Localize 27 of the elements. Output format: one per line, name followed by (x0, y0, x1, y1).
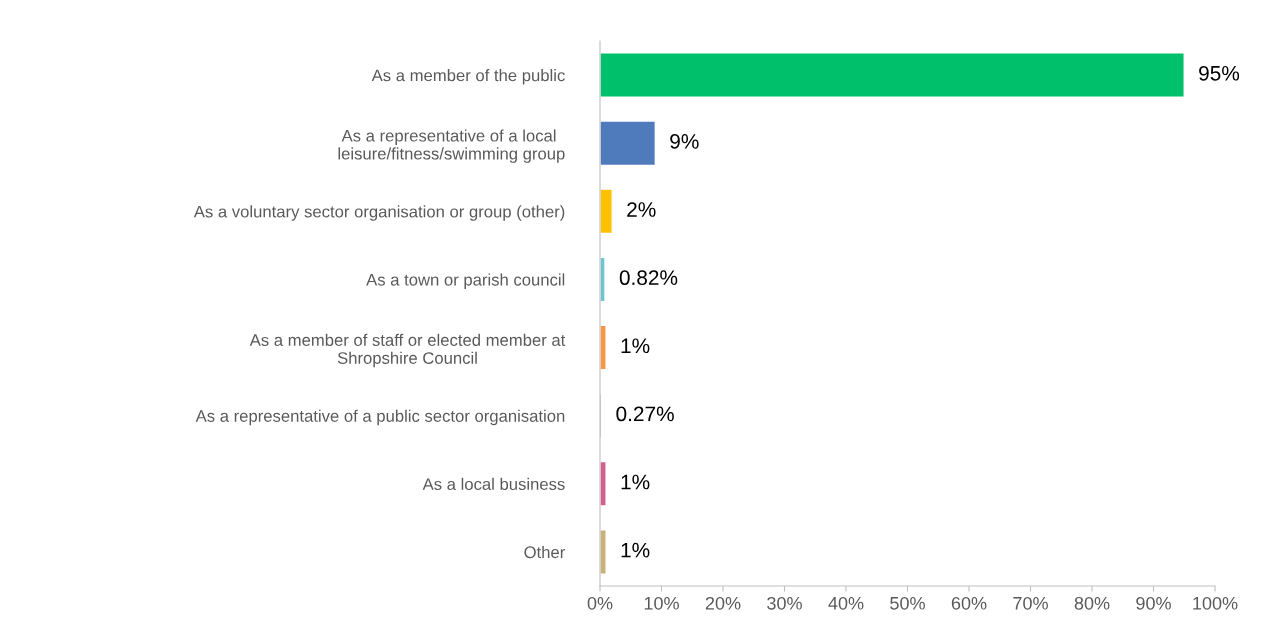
x-tick-label: 100% (1193, 596, 1238, 610)
x-tick-label: 10% (644, 596, 679, 610)
x-tick-label: 50% (890, 596, 925, 610)
data-label: 95% (1199, 65, 1240, 81)
y-tick-label: As a town or parish council (366, 273, 565, 289)
data-label: 9% (670, 134, 699, 149)
x-tick-label: 60% (951, 596, 987, 610)
x-tick-label: 40% (828, 596, 864, 610)
x-tick-label: 70% (1013, 596, 1048, 610)
data-label: 0.82% (619, 270, 678, 286)
y-tick-label: As a member of the public (371, 69, 565, 85)
data-label: 1% (621, 542, 650, 558)
data-label: 0.27% (616, 406, 674, 422)
y-tick-label: As a representative of a public sector organisation (195, 409, 565, 426)
y-tick-label: As a voluntary sector organisation or group (other) (193, 205, 565, 221)
x-tick-label: 20% (705, 596, 741, 610)
y-tick-label: As a member of staff or elected member at Shropshire Council (249, 333, 566, 368)
y-tick-label: As a representative of a local leisure/fitness/swimming group (338, 129, 565, 163)
x-tick-label: 0% (587, 596, 613, 610)
y-tick-label: As a local business (422, 477, 565, 491)
x-tick-label: 30% (767, 596, 802, 610)
data-label: 1% (621, 474, 650, 490)
x-tick-label: 90% (1136, 596, 1171, 610)
data-label: 1% (621, 338, 650, 354)
data-label: 2% (627, 202, 656, 217)
x-tick-label: 80% (1074, 596, 1110, 610)
y-tick-label: Other (524, 545, 565, 559)
